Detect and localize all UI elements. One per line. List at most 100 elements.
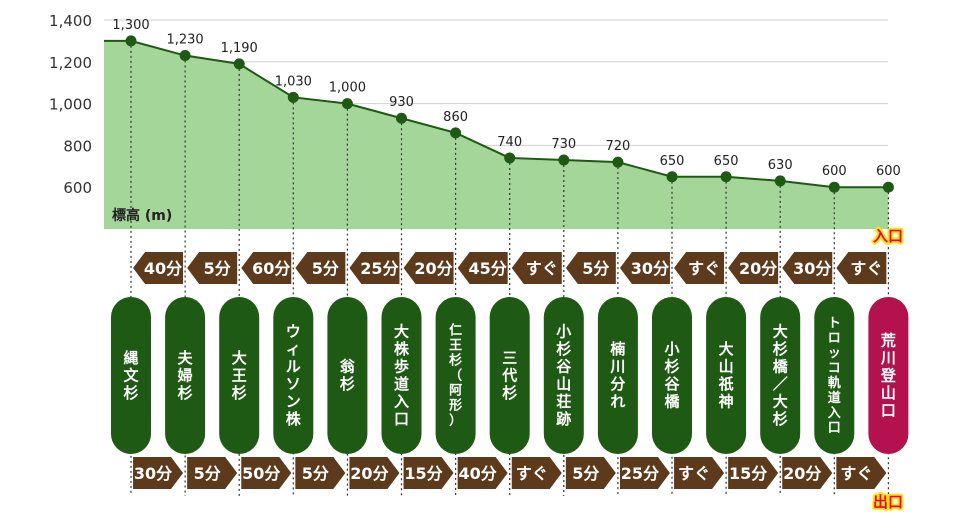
station-pill: 大杉橋／大杉 (760, 297, 801, 454)
downhill-time-arrow-shape (674, 457, 725, 489)
uphill-time-arrow-label: すぐ (850, 259, 882, 278)
elevation-point (666, 171, 678, 183)
uphill-time-arrow-shape (295, 252, 346, 284)
uphill-time-arrow-shape (187, 252, 238, 284)
downhill-time-arrow-label: 5分 (572, 464, 599, 483)
uphill-time-arrow: 25分 (349, 252, 400, 284)
uphill-time-arrow-label: 30分 (793, 259, 831, 278)
station-pill: 仁王杉（阿形） (435, 297, 476, 454)
elevation-value-label: 650 (714, 154, 739, 169)
downhill-time-arrow-label: 5分 (194, 464, 221, 483)
station-pill-shape (489, 297, 530, 454)
elevation-value-label: 1,190 (221, 41, 258, 56)
station-name: 大杉橋／大杉 (773, 323, 789, 429)
y-tick-label: 1,000 (49, 96, 92, 114)
downhill-time-arrow-shape (241, 457, 292, 489)
downhill-time-arrow: 15分 (728, 457, 779, 489)
uphill-time-arrow: 20分 (403, 252, 454, 284)
downhill-time-arrow: 30分 (133, 457, 184, 489)
uphill-time-arrow: 60分 (241, 252, 292, 284)
downhill-time-arrow-label: 5分 (302, 464, 329, 483)
downhill-time-arrow-shape (349, 457, 400, 489)
station-pill-shape (111, 297, 151, 454)
uphill-time-arrow-label: 5分 (312, 259, 339, 278)
uphill-time-arrow: 30分 (782, 252, 833, 284)
station-name: 夫婦杉 (177, 349, 194, 402)
station-name: ウィルソン株 (286, 323, 302, 429)
uphill-time-arrow-label: 20分 (414, 259, 452, 278)
elevation-point (504, 152, 516, 164)
station-pill: 荒川登山口 (868, 297, 909, 454)
station-pill-shape (165, 297, 206, 454)
station-pill-shape (435, 297, 476, 454)
station-name: 楠川分れ (609, 340, 625, 411)
uphill-time-arrow-shape (674, 252, 725, 284)
downhill-time-arrow: 20分 (349, 457, 400, 489)
downhill-time-arrow-label: すぐ (678, 464, 710, 483)
station-pill: 夫婦杉 (165, 297, 206, 454)
uphill-time-arrow: 5分 (187, 252, 238, 284)
downhill-time-arrow-shape (511, 457, 562, 489)
downhill-time-arrow: すぐ (674, 457, 725, 489)
uphill-time-arrow-label: 5分 (582, 259, 609, 278)
uphill-time-arrow-shape (403, 252, 454, 284)
exit-label: 出口 (873, 493, 903, 511)
uphill-time-arrow: すぐ (836, 252, 887, 284)
elevation-point (720, 171, 732, 183)
uphill-time-arrow-label: 40分 (144, 259, 182, 278)
station-pill-shape (597, 297, 638, 454)
station-pill-shape (327, 297, 368, 454)
entrance-label-glow: 入口 (873, 227, 903, 245)
downhill-time-arrow: 50分 (241, 457, 292, 489)
downhill-time-arrow-label: 15分 (404, 464, 442, 483)
uphill-time-arrow-shape (728, 252, 779, 284)
elevation-value-label: 720 (605, 139, 630, 154)
uphill-time-arrow-label: すぐ (688, 259, 720, 278)
station-pill-shape (652, 297, 692, 454)
elevation-point (233, 58, 245, 70)
uphill-time-arrow-shape (133, 252, 184, 284)
downhill-time-arrow: 25分 (619, 457, 670, 489)
uphill-time-arrow: 40分 (133, 252, 184, 284)
elevation-value-label: 1,300 (112, 18, 149, 33)
elevation-value-label: 930 (389, 95, 414, 110)
uphill-time-arrow-shape (457, 252, 508, 284)
elevation-point (341, 98, 353, 110)
downhill-time-arrow: 5分 (295, 457, 346, 489)
elevation-point (828, 181, 840, 193)
station-name: 小杉谷山荘跡 (556, 323, 572, 429)
uphill-time-arrow-label: 30分 (631, 259, 669, 278)
downhill-time-arrow-shape (836, 457, 887, 489)
uphill-time-arrow-shape (782, 252, 833, 284)
y-tick-label: 1,400 (49, 12, 92, 30)
uphill-time-arrow-shape (349, 252, 400, 284)
y-tick-label: 1,200 (49, 54, 92, 72)
uphill-time-arrow: すぐ (511, 252, 562, 284)
station-pill-shape (219, 297, 260, 454)
downhill-time-arrow-label: 30分 (134, 464, 172, 483)
uphill-time-arrow-shape (565, 252, 616, 284)
downhill-time-arrow-label: 15分 (729, 464, 767, 483)
elevation-value-label: 860 (443, 110, 468, 125)
station-pill: 楠川分れ (597, 297, 638, 454)
uphill-time-arrow-label: すぐ (526, 259, 558, 278)
station-name: 大王杉 (232, 349, 247, 402)
station-pill-shape (543, 297, 584, 454)
station-pill-shape (706, 297, 747, 454)
uphill-time-arrow-shape (241, 252, 292, 284)
station-name: 荒川登山口 (880, 331, 897, 419)
downhill-time-arrow-label: 40分 (459, 464, 497, 483)
downhill-time-arrow: 15分 (403, 457, 454, 489)
uphill-time-arrow-shape (619, 252, 670, 284)
downhill-time-arrow-label: 25分 (621, 464, 659, 483)
elevation-line (104, 39, 889, 189)
downhill-time-arrow-label: 50分 (242, 464, 280, 483)
station-pill: 翁杉 (327, 297, 368, 454)
uphill-time-arrow-label: 60分 (252, 259, 290, 278)
downhill-time-arrow: すぐ (511, 457, 562, 489)
station-name: 三代杉 (501, 349, 517, 402)
elevation-value-label: 1,230 (166, 33, 203, 48)
station-name: 小杉谷橋 (664, 340, 680, 411)
